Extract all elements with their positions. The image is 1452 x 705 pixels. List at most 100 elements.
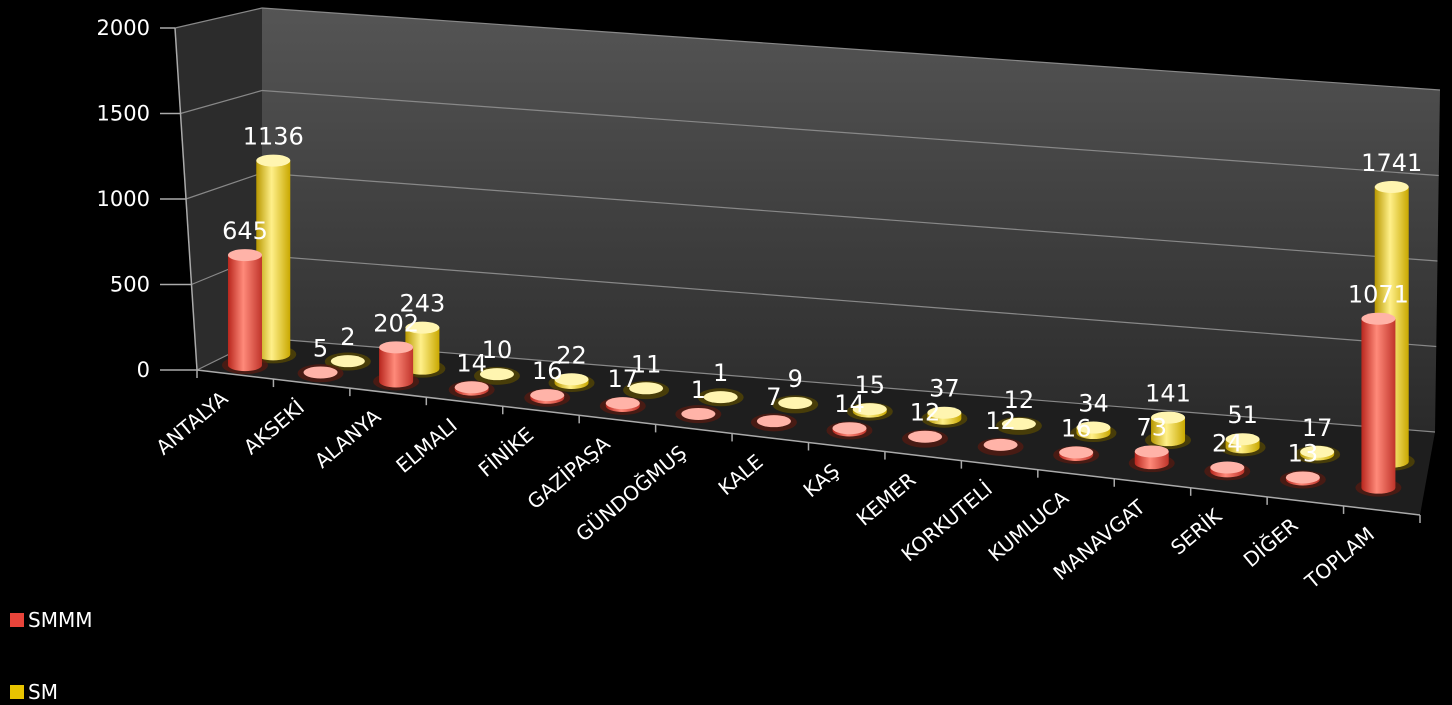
gridline [261,254,1437,348]
x-tick-label: TOPLAM [1300,522,1379,594]
legend-item-smmm: SMMM [10,608,92,632]
y-tick-label: 0 [137,358,150,382]
data-label-smmm: 5 [313,334,328,362]
bar-smmm-3 [448,380,495,399]
legend-item-sm: SM [10,680,58,704]
data-label-smmm: 1 [691,376,706,404]
bar-cap [1285,471,1320,484]
x-tick-label: SERİK [1166,503,1227,559]
bar-cap [908,430,943,443]
bar-smmm-9 [902,429,949,448]
data-label-sm: 34 [1078,390,1109,418]
bar-cap [1076,421,1111,434]
bar-body [1151,417,1186,447]
data-label-sm: 1 [713,359,728,387]
gridline [261,7,1441,91]
data-label-smmm: 16 [532,357,563,385]
bar-sm-7 [772,395,819,414]
x-tick-label: ALANYA [310,404,386,473]
bar-cap [1361,312,1396,325]
y-tick-label: 1000 [97,187,150,211]
x-tick-label: AKSEKİ [239,395,309,459]
data-label-smmm: 7 [766,383,781,411]
data-label-smmm: 16 [1061,414,1092,442]
data-label-smmm: 12 [910,399,941,427]
bar-body [1361,318,1396,494]
bar-sm-10 [995,416,1042,435]
bar-smmm-8 [826,421,873,440]
x-tick-label: ELMALI [391,413,461,478]
x-tick-label: KALE [714,449,768,500]
bar-smmm-10 [977,437,1024,456]
y-tick-label: 2000 [97,16,150,40]
x-tick-label: KUMLUCA [984,485,1074,566]
bar-smmm-7 [750,413,797,432]
bar-cap [605,397,640,410]
bar-cap [927,406,962,419]
gridline [261,337,1436,433]
bar-cap [479,368,514,381]
data-label-sm: 2 [340,323,355,351]
bar-smmm-13 [1204,461,1251,481]
bar-sm-6 [697,388,744,407]
data-label-sm: 243 [400,290,446,318]
bar-sm-9 [921,406,968,428]
bar-cap [379,341,414,354]
bar-cap [405,321,440,334]
data-label-sm: 1136 [243,123,304,151]
bar-sm-11 [1070,421,1117,443]
data-label-smmm: 13 [1288,439,1319,467]
bar-cap [703,391,738,404]
bars [221,154,1415,497]
x-tick-label: FİNİKE [474,422,538,482]
bar-cap [852,403,887,416]
bar-smmm-6 [675,405,722,424]
gridline [261,89,1439,177]
bar-cap [454,381,489,394]
bar-cap [1374,180,1409,193]
bar-cap [983,438,1018,451]
bar-cap [1210,461,1245,474]
bar-cap [778,396,813,409]
bar-sm-8 [846,402,893,421]
bar-cap [832,422,867,435]
bar-cap [256,154,291,167]
bar-smmm-12 [1128,445,1175,473]
legend-label-smmm: SMMM [28,608,93,632]
bar-sm-12 [1145,411,1192,450]
bar-cap [554,373,589,386]
data-label-smmm: 17 [608,365,639,393]
data-label-smmm: 1071 [1348,281,1409,309]
bar-body [227,255,262,372]
bar-sm-14 [1294,445,1341,464]
bar-body [256,160,291,361]
bar-sm-3 [473,366,520,385]
back-wall [262,8,1440,432]
y-axis: 0 500 1000 1500 2000 [97,16,198,382]
bar-cap [1225,433,1260,446]
data-label-sm: 141 [1145,380,1191,408]
data-label-sm: 1741 [1361,149,1422,177]
legend-swatch-smmm [10,613,24,627]
bar-smmm-2 [373,341,420,391]
data-label-smmm: 202 [373,309,419,337]
side-gridline [174,7,263,29]
bar-sm-5 [623,381,670,400]
bar-smmm-14 [1279,470,1326,489]
y-axis-line [174,27,198,371]
bar-sm-13 [1219,433,1266,457]
bar-smmm-5 [599,396,646,415]
x-tick-label: ANTALYA [151,386,232,460]
data-label-smmm: 14 [834,390,865,418]
data-label-sm: 9 [788,365,803,393]
bar-smmm-1 [297,364,344,383]
bar-cap [227,249,262,262]
bar-cap [756,415,791,428]
data-label-smmm: 73 [1136,413,1167,441]
bar-cap [303,366,338,379]
bar-smmm-0 [221,249,268,375]
data-label-sm: 22 [556,341,587,369]
bar-sm-1 [324,352,371,371]
bar-cap [1300,445,1335,458]
